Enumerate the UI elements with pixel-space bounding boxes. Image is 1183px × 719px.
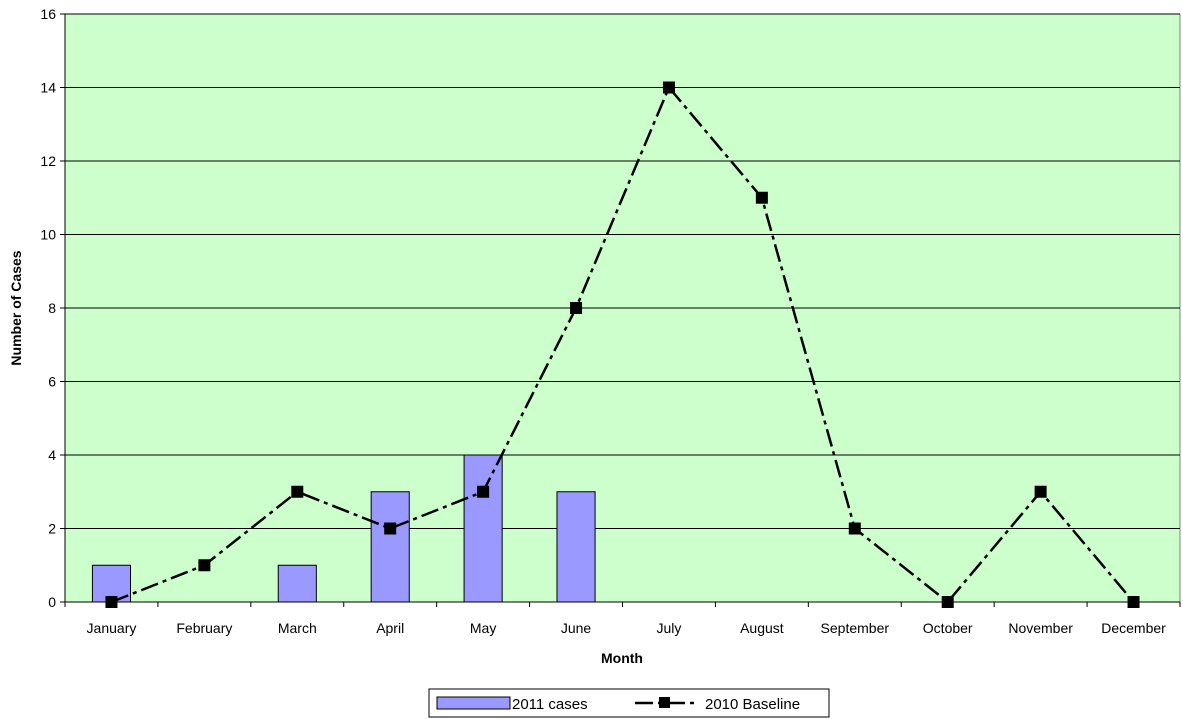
point-marker bbox=[291, 485, 304, 498]
bar bbox=[277, 564, 317, 603]
series-line bbox=[110, 85, 1135, 604]
point-marker bbox=[570, 302, 583, 314]
x-tick-label: January bbox=[87, 620, 137, 636]
legend: 2011 cases 2010 Baseline bbox=[428, 688, 830, 718]
legend-swatch-2010-baseline-marker bbox=[659, 697, 670, 708]
bar-series-2011-cases bbox=[91, 454, 596, 603]
line-series-2010-baseline bbox=[105, 81, 1140, 608]
y-tick-label: 2 bbox=[48, 521, 56, 537]
point-marker bbox=[1034, 485, 1047, 498]
x-tick-label: September bbox=[821, 620, 890, 636]
legend-label-2011-cases: 2011 cases bbox=[512, 696, 588, 713]
point-marker bbox=[384, 522, 397, 535]
x-tick-label: April bbox=[376, 620, 404, 636]
legend-label-2010-baseline: 2010 Baseline bbox=[705, 696, 800, 713]
y-axis-ticks: 0 2 4 6 8 10 12 14 16 bbox=[40, 6, 65, 610]
x-axis-ticks: January February March April May June July Augu… bbox=[64, 602, 1181, 636]
y-tick-label: 8 bbox=[48, 300, 56, 316]
bar bbox=[463, 454, 503, 603]
y-tick-label: 14 bbox=[40, 80, 56, 96]
x-axis-title: Month bbox=[601, 650, 643, 666]
x-tick-label: June bbox=[561, 620, 592, 636]
y-tick-label: 4 bbox=[48, 447, 56, 463]
x-tick-label: February bbox=[176, 620, 232, 636]
y-tick-label: 6 bbox=[48, 374, 56, 390]
x-tick-label: May bbox=[470, 620, 496, 636]
point-marker bbox=[848, 522, 861, 535]
y-axis-title: Number of Cases bbox=[8, 250, 24, 365]
point-marker bbox=[198, 559, 211, 572]
y-tick-label: 10 bbox=[40, 227, 56, 243]
point-marker bbox=[755, 191, 768, 204]
point-marker bbox=[477, 485, 490, 498]
grid-lines bbox=[65, 13, 1180, 529]
bar bbox=[370, 491, 410, 603]
x-tick-label: August bbox=[740, 620, 784, 636]
y-tick-label: 12 bbox=[40, 153, 56, 169]
x-tick-label: November bbox=[1008, 620, 1073, 636]
legend-swatch-2011-cases bbox=[436, 696, 511, 710]
y-tick-label: 16 bbox=[40, 6, 56, 22]
x-tick-label: July bbox=[657, 620, 682, 636]
x-tick-label: March bbox=[278, 620, 317, 636]
y-tick-label: 0 bbox=[48, 594, 56, 610]
x-tick-label: December bbox=[1101, 620, 1166, 636]
point-marker bbox=[662, 81, 675, 94]
bar bbox=[556, 491, 596, 603]
x-tick-label: October bbox=[923, 620, 973, 636]
